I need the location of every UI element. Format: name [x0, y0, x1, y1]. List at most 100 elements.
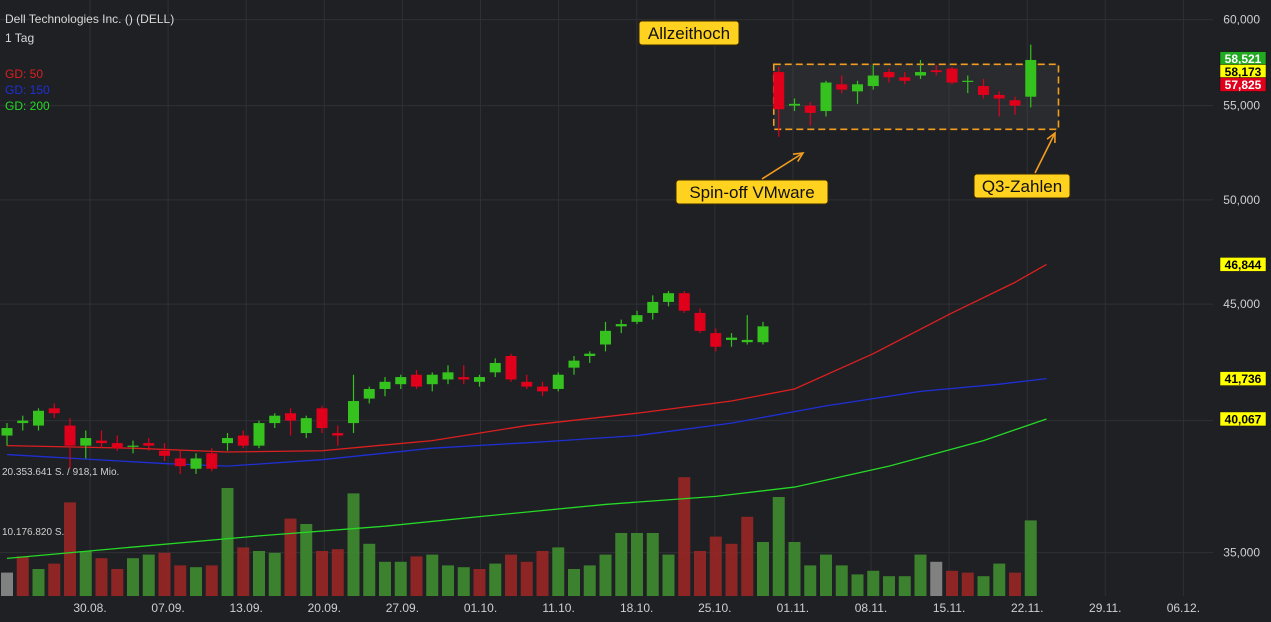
volume-bar	[977, 576, 990, 596]
candle	[836, 75, 848, 94]
volume-bar	[489, 563, 502, 596]
candle-body	[615, 324, 627, 327]
candle	[852, 80, 863, 104]
candle	[537, 381, 548, 397]
candle	[395, 374, 407, 389]
candle-body	[631, 315, 643, 322]
candle-body	[678, 293, 690, 311]
volume-bar	[205, 565, 218, 596]
y-tick-label: 60,000	[1223, 13, 1260, 27]
candle-body	[474, 377, 485, 382]
candle	[174, 450, 186, 474]
candle	[710, 328, 722, 352]
volume-bar	[363, 543, 376, 596]
candle	[694, 308, 706, 334]
candle	[930, 65, 942, 76]
volume-max-label: 20.353.641 S. / 918,1 Mio.	[2, 467, 119, 478]
volume-bar	[631, 533, 643, 596]
x-tick-label: 27.09.	[386, 601, 419, 615]
price-badge-label: 57,825	[1225, 78, 1262, 92]
volume-bar	[284, 518, 297, 596]
volume-bar	[599, 554, 612, 596]
volume-bar	[426, 554, 439, 596]
volume-bar	[883, 576, 895, 596]
volume-bar	[442, 565, 454, 596]
volume-bar	[111, 569, 124, 596]
candle	[489, 358, 501, 378]
candle-body	[978, 86, 989, 95]
arrow-spinoff-shaft	[761, 152, 804, 180]
volume-bars	[1, 477, 1037, 596]
candle	[1, 423, 13, 446]
volume-bar	[127, 558, 139, 596]
x-tick-label: 29.11.	[1089, 601, 1121, 615]
candle	[269, 413, 281, 429]
volume-bar	[520, 561, 533, 596]
candle-body	[647, 301, 659, 313]
volume-bar	[48, 563, 61, 596]
grid-lines	[0, 0, 1213, 596]
annotation-q3-box	[973, 173, 1071, 199]
volume-bar	[709, 536, 722, 596]
candle	[379, 377, 391, 397]
volume-bar	[788, 542, 801, 596]
volume-bar	[820, 554, 832, 596]
moving-averages	[6, 263, 1047, 559]
candle-body	[552, 374, 564, 389]
volume-bar	[190, 567, 202, 596]
candle-body	[206, 453, 218, 469]
ma-line-2	[6, 418, 1047, 559]
candle	[127, 440, 139, 454]
candle-body	[867, 75, 879, 87]
annotation-allzeithoch: Allzeithoch	[638, 20, 740, 46]
candle-body	[269, 415, 281, 424]
x-tick-label: 15.11.	[933, 601, 965, 615]
candle-body	[190, 458, 202, 469]
volume-bar	[394, 561, 407, 596]
candle	[789, 98, 800, 112]
candle	[426, 372, 438, 392]
volume-bar	[158, 552, 171, 596]
volume-bar	[1024, 520, 1037, 596]
candle	[993, 91, 1005, 117]
volume-bar	[79, 551, 92, 596]
candle-body	[773, 72, 785, 110]
candle-body	[915, 72, 926, 76]
price-badge-label: 40,067	[1225, 412, 1262, 426]
candle-body	[48, 408, 60, 414]
candle	[867, 65, 879, 90]
candle	[222, 433, 233, 451]
price-badge	[1219, 257, 1267, 272]
candle	[17, 415, 29, 431]
candle-body	[332, 433, 344, 436]
candle-body	[300, 418, 312, 434]
candle-body	[962, 80, 974, 82]
x-tick-label: 30.08.	[73, 601, 106, 615]
arrow-q3-head	[1046, 131, 1056, 144]
candle-body	[930, 70, 942, 73]
candle-body	[1009, 100, 1021, 106]
candle-body	[253, 423, 265, 446]
candle-body	[852, 84, 863, 92]
volume-bar	[268, 552, 281, 596]
candle-body	[426, 374, 438, 385]
y-axis: 60,000 55,000 50,000 45,000 35,000	[1223, 13, 1260, 560]
arrow-q3	[1034, 131, 1056, 174]
candle	[962, 75, 974, 94]
candle-body	[411, 374, 422, 387]
candle	[726, 333, 737, 347]
candle	[474, 374, 485, 387]
candle	[64, 418, 76, 469]
x-tick-label: 18.10.	[620, 601, 653, 615]
candle	[316, 405, 328, 434]
candle-body	[111, 443, 123, 449]
x-tick-label: 11.10.	[542, 601, 574, 615]
price-badge	[1219, 77, 1267, 92]
candle	[411, 370, 422, 389]
candle	[96, 430, 107, 449]
candle-body	[143, 443, 155, 446]
candle-body	[789, 103, 800, 106]
